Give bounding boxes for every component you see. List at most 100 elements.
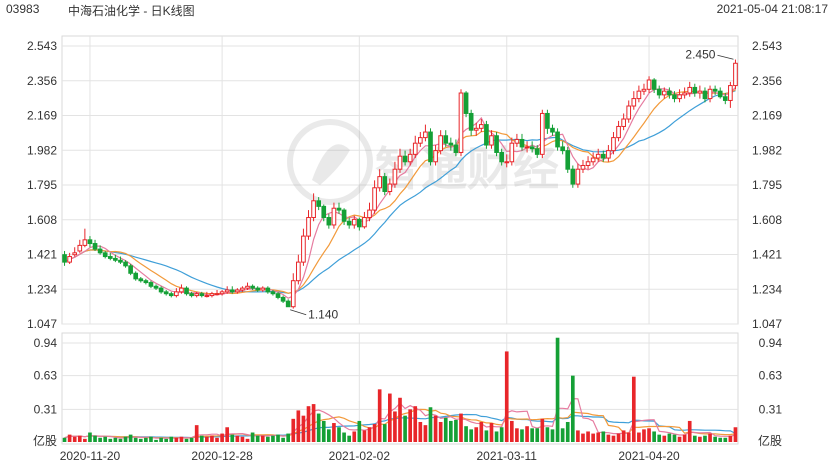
candle-up: [707, 85, 713, 103]
candle-body: [285, 300, 291, 308]
volume-bar-up: [677, 436, 682, 442]
volume-bar-down: [723, 437, 728, 442]
candle-down: [428, 128, 433, 166]
volume-bar-up: [306, 406, 311, 442]
volume-bar-down: [545, 427, 550, 442]
candle-up: [367, 202, 372, 222]
candle-body: [224, 289, 230, 293]
candle-up: [590, 152, 596, 166]
volume-bar-up: [515, 428, 519, 442]
candle-body: [418, 137, 423, 144]
candle-body: [209, 293, 215, 297]
candle-down: [92, 239, 98, 251]
volume-bar-up: [682, 434, 687, 442]
candle-up: [224, 286, 230, 294]
annotation-low-label: 1.140: [308, 308, 338, 322]
candle-up: [504, 154, 510, 168]
price-tick-left: 2.543: [27, 39, 57, 53]
candle-up: [240, 286, 245, 292]
volume-bar-up: [662, 435, 667, 442]
volume-bar-down: [154, 439, 158, 442]
candle-body: [519, 138, 525, 148]
candle-down: [316, 197, 322, 211]
volume-bar-down: [703, 435, 707, 442]
candle-body: [184, 287, 189, 295]
candle-body: [728, 85, 733, 101]
price-tick-right: 2.169: [752, 109, 782, 123]
volume-bar-down: [713, 436, 717, 442]
candle-body: [265, 287, 271, 293]
candle-body: [565, 150, 571, 170]
candle-body: [555, 131, 560, 148]
axes: 2.543 2.543 2.356 2.356 2.169 2.169 1.982 1.982…: [27, 39, 782, 463]
candle-body: [168, 293, 174, 297]
candle-body: [656, 88, 662, 96]
candle-down: [692, 83, 698, 97]
candle-body: [245, 285, 250, 289]
volume-bar-up: [210, 435, 214, 442]
price-tick-left: 1.421: [27, 248, 57, 262]
candle-down: [153, 284, 159, 290]
volume-bar-down: [520, 429, 524, 442]
candle-up: [372, 180, 377, 214]
candle-up: [82, 228, 88, 248]
volume-bar-down: [342, 432, 346, 442]
volume-unit-left: 亿股: [33, 433, 57, 448]
candle-body: [423, 131, 428, 139]
price-tick-left: 1.234: [27, 282, 57, 296]
candle-body: [463, 92, 469, 114]
candle-up: [677, 89, 682, 103]
candle-body: [550, 127, 555, 133]
volume-bar-up: [77, 435, 82, 442]
candle-down: [250, 284, 255, 290]
candle-body: [661, 90, 667, 96]
volume-bar-up: [733, 427, 738, 442]
volume-bar-up: [489, 423, 494, 442]
candle-down: [118, 256, 123, 264]
candle-up: [641, 83, 647, 95]
candle-body: [336, 207, 342, 211]
candle-body: [621, 118, 626, 127]
candle-body: [346, 220, 352, 226]
volume-bar-up: [642, 429, 646, 442]
candle-body: [626, 105, 632, 120]
volume-tick-right: 0.31: [759, 402, 783, 416]
candle-body: [387, 183, 393, 193]
candle-body: [362, 217, 367, 228]
volume-bar-down: [103, 436, 108, 442]
candle-body: [250, 285, 255, 289]
volume-bar-up: [235, 435, 240, 442]
candle-body: [260, 287, 266, 291]
volume-bar-down: [255, 435, 260, 442]
volume-bar-down: [118, 438, 123, 442]
volume-bar-up: [504, 351, 509, 442]
volume-bar-up: [332, 423, 336, 442]
volume-bar-down: [494, 431, 499, 442]
candle-down: [199, 291, 205, 298]
chart-title: 中海石油化学 - 日K线图: [68, 4, 195, 18]
candle-up: [524, 141, 530, 153]
candle-up: [418, 132, 423, 147]
candle-down: [62, 250, 67, 266]
candle-body: [433, 150, 438, 163]
volume-bar-up: [367, 427, 372, 442]
volume-bar-down: [276, 434, 280, 442]
volume-bar-down: [454, 419, 458, 442]
candle-body: [631, 98, 637, 107]
candle-up: [489, 130, 494, 149]
volume-bar-up: [194, 425, 199, 442]
volume-bar-down: [560, 428, 565, 442]
candle-body: [174, 291, 179, 297]
candle-up: [311, 193, 316, 222]
candle-body: [199, 293, 205, 297]
price-tick-right: 1.234: [752, 282, 782, 296]
candle-down: [443, 130, 449, 147]
price-tick-right: 2.356: [752, 74, 782, 88]
candle-body: [163, 291, 169, 295]
candle-up: [636, 85, 642, 103]
candle-body: [138, 278, 144, 282]
volume-bar-down: [62, 437, 67, 442]
candle-down: [600, 150, 606, 162]
candle-down: [529, 141, 535, 153]
